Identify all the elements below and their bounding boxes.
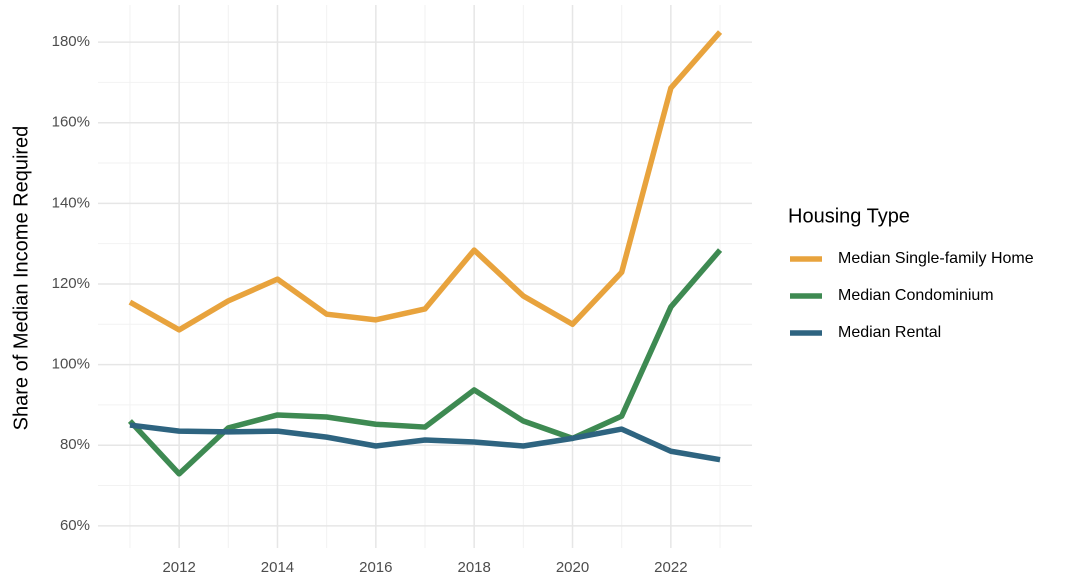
y-tick-label: 80% xyxy=(60,436,90,453)
y-axis-label: Share of Median Income Required xyxy=(10,126,32,431)
x-tick-label: 2018 xyxy=(457,559,490,576)
legend-label: Median Single-family Home xyxy=(838,250,1034,267)
y-tick-label: 60% xyxy=(60,517,90,534)
y-tick-label: 120% xyxy=(52,275,90,292)
series-line xyxy=(128,30,723,333)
x-tick-label: 2016 xyxy=(359,559,392,576)
legend-label: Median Condominium xyxy=(838,287,994,304)
legend-label: Median Rental xyxy=(838,324,941,341)
x-tick-label: 2020 xyxy=(556,559,589,576)
legend-title: Housing Type xyxy=(788,205,910,227)
x-tick-label: 2014 xyxy=(261,559,294,576)
y-tick-label: 180% xyxy=(52,33,90,50)
y-tick-label: 100% xyxy=(52,356,90,373)
x-tick-label: 2022 xyxy=(654,559,687,576)
y-tick-label: 160% xyxy=(52,114,90,131)
y-tick-label: 140% xyxy=(52,194,90,211)
x-tick-label: 2012 xyxy=(162,559,195,576)
series-line xyxy=(127,248,723,477)
series-line xyxy=(129,422,721,463)
